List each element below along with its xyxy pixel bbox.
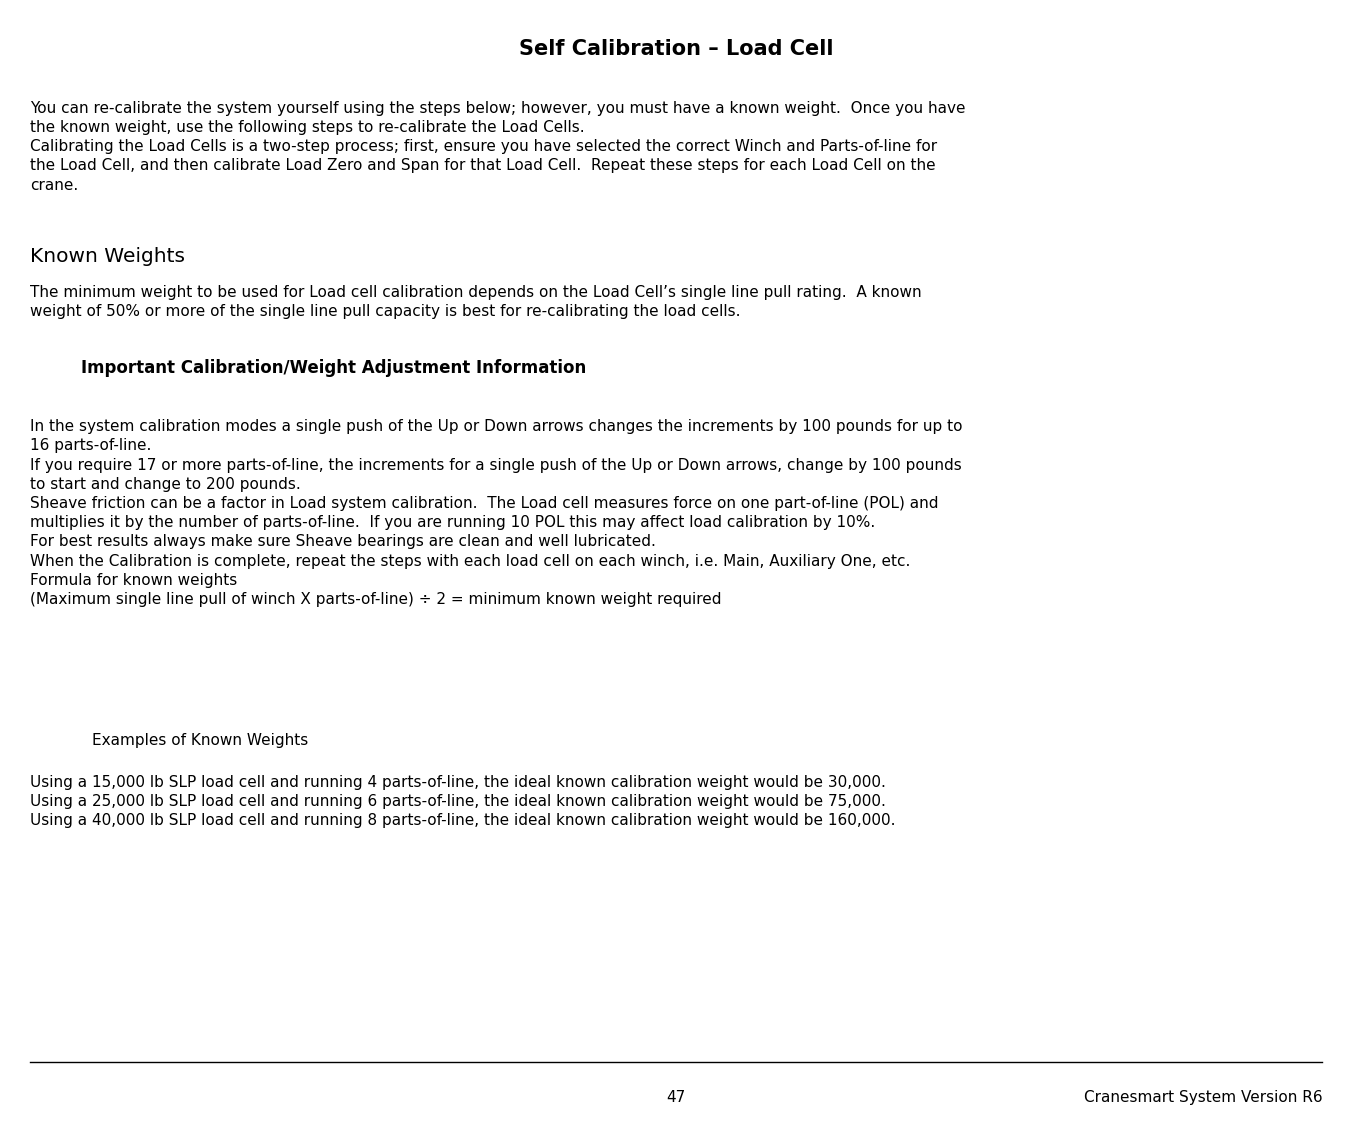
Text: Self Calibration – Load Cell: Self Calibration – Load Cell	[519, 39, 833, 59]
Text: The minimum weight to be used for Load cell calibration depends on the Load Cell: The minimum weight to be used for Load c…	[30, 285, 921, 319]
Text: Examples of Known Weights: Examples of Known Weights	[92, 733, 308, 748]
Text: Known Weights: Known Weights	[30, 247, 185, 266]
Text: In the system calibration modes a single push of the Up or Down arrows changes t: In the system calibration modes a single…	[30, 419, 963, 608]
Text: You can re-calibrate the system yourself using the steps below; however, you mus: You can re-calibrate the system yourself…	[30, 101, 965, 193]
Text: 47: 47	[667, 1090, 685, 1104]
Text: Using a 15,000 lb SLP load cell and running 4 parts-of-line, the ideal known cal: Using a 15,000 lb SLP load cell and runn…	[30, 775, 895, 828]
Text: Cranesmart System Version R6: Cranesmart System Version R6	[1084, 1090, 1322, 1104]
Text: Important Calibration/Weight Adjustment Information: Important Calibration/Weight Adjustment …	[81, 359, 587, 377]
